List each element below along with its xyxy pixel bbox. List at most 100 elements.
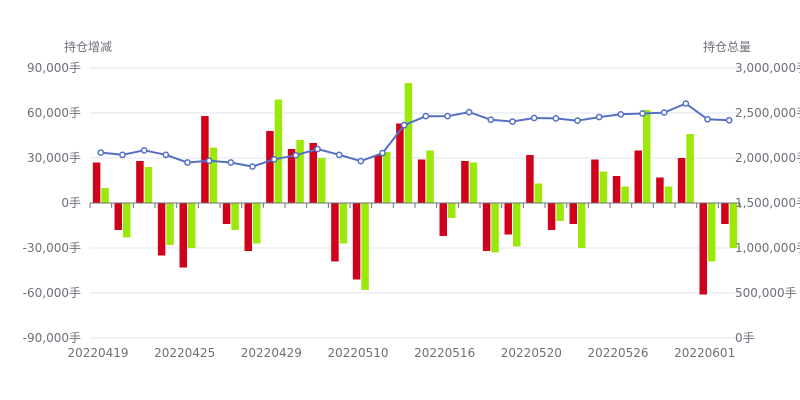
left-tick-label: -90,000手 [23,331,81,345]
x-tick-label: 20220526 [587,346,648,360]
x-tick-label: 20220425 [154,346,215,360]
total-position-point [444,112,451,120]
series-b-bar [686,134,694,203]
x-tick-label: 20220520 [501,346,562,360]
series-a-bar [222,203,231,224]
series-b-bar [144,167,153,203]
series-b-bar [556,203,564,221]
series-a-bar [396,123,404,203]
x-tick-label: 20220516 [414,346,475,360]
series-b-bar [469,162,478,203]
series-a-bar [569,203,577,224]
series-a-bar [677,158,686,203]
series-b-bar [513,203,521,247]
series-a-bar [634,150,642,203]
series-a-bar [244,203,252,251]
total-position-point [530,114,538,122]
series-a-bar [439,203,447,236]
total-position-point [205,157,213,165]
total-position-point [509,118,516,125]
series-b-bar [664,186,673,203]
left-tick-label: 90,000手 [27,61,81,75]
series-a-bar [526,155,534,203]
series-a-bar [331,203,339,262]
series-b-bar [578,203,586,248]
series-a-bar [179,203,187,268]
series-b-bar [491,203,499,253]
total-position-point [422,112,430,120]
series-b-bar [123,203,131,238]
series-b-bar [339,203,348,244]
series-a-bar [287,149,296,203]
series-b-bar [599,171,608,203]
series-b-bar [383,152,391,203]
left-axis-title: 持仓增减 [64,39,112,54]
left-tick-label: -60,000手 [23,286,81,300]
line-layer [97,100,733,170]
right-tick-label: 1,000,000手 [735,241,800,255]
total-position-point [335,151,343,159]
left-tick-label: -30,000手 [23,241,81,255]
series-a-bar [309,143,317,203]
series-a-bar [461,161,469,203]
left-tick-label: 60,000手 [27,106,81,120]
series-b-bar [274,99,283,203]
series-a-bar [656,177,664,203]
total-position-point [357,157,365,165]
series-b-bar [296,140,304,203]
total-position-point [314,145,321,153]
x-tick-label: 20220510 [327,346,388,360]
total-position-point [574,117,581,125]
series-a-bar [721,203,729,224]
total-position-point [595,113,603,121]
right-axis-title: 持仓总量 [703,39,751,54]
series-b-bar [209,147,218,203]
total-position-point [97,149,105,156]
x-tick-label: 20220601 [674,346,735,360]
series-b-bar [621,186,629,203]
total-position-point [292,151,300,159]
series-a-bar [92,162,101,203]
x-tick-label: 20220419 [67,346,128,360]
right-tick-label: 3,000,000手 [735,61,800,75]
series-a-bar [612,176,621,203]
series-a-bar [417,159,426,203]
left-tick-label: 0手 [61,196,81,210]
total-position-point [682,100,690,107]
total-position-point [270,156,278,163]
right-tick-label: 2,000,000手 [735,151,800,165]
series-b-bar [448,203,456,218]
total-position-point [639,110,646,117]
series-b-bar [404,83,413,203]
total-position-point [400,121,408,129]
series-a-bar [157,203,166,256]
series-a-bar [547,203,556,230]
series-b-bar [166,203,174,245]
right-tick-label: 1,500,000手 [735,196,800,210]
series-b-bar [643,110,651,203]
total-position-point [617,111,625,118]
x-tick-label: 20220429 [241,346,302,360]
right-tick-label: 0手 [735,331,755,345]
total-position-point [725,116,733,124]
series-a-bar [591,159,599,203]
total-position-point [162,151,170,159]
total-position-point [552,115,560,122]
series-b-bar [188,203,196,248]
series-a-bar [352,203,361,280]
series-b-bar [426,150,434,203]
total-position-point [140,147,148,154]
series-b-bar [318,158,326,203]
total-position-point [465,108,473,116]
series-b-bar [729,203,738,248]
right-tick-label: 500,000手 [735,286,797,300]
series-a-bar [699,203,707,295]
series-a-bar [201,116,209,203]
total-position-point [660,109,668,116]
axis-layer: 90,000手 60,000手 30,000手 0手 -30,000手 -60,000手 -… [23,61,800,360]
series-b-bar [361,203,369,290]
total-position-line [100,102,730,168]
bar-layer [92,83,738,295]
